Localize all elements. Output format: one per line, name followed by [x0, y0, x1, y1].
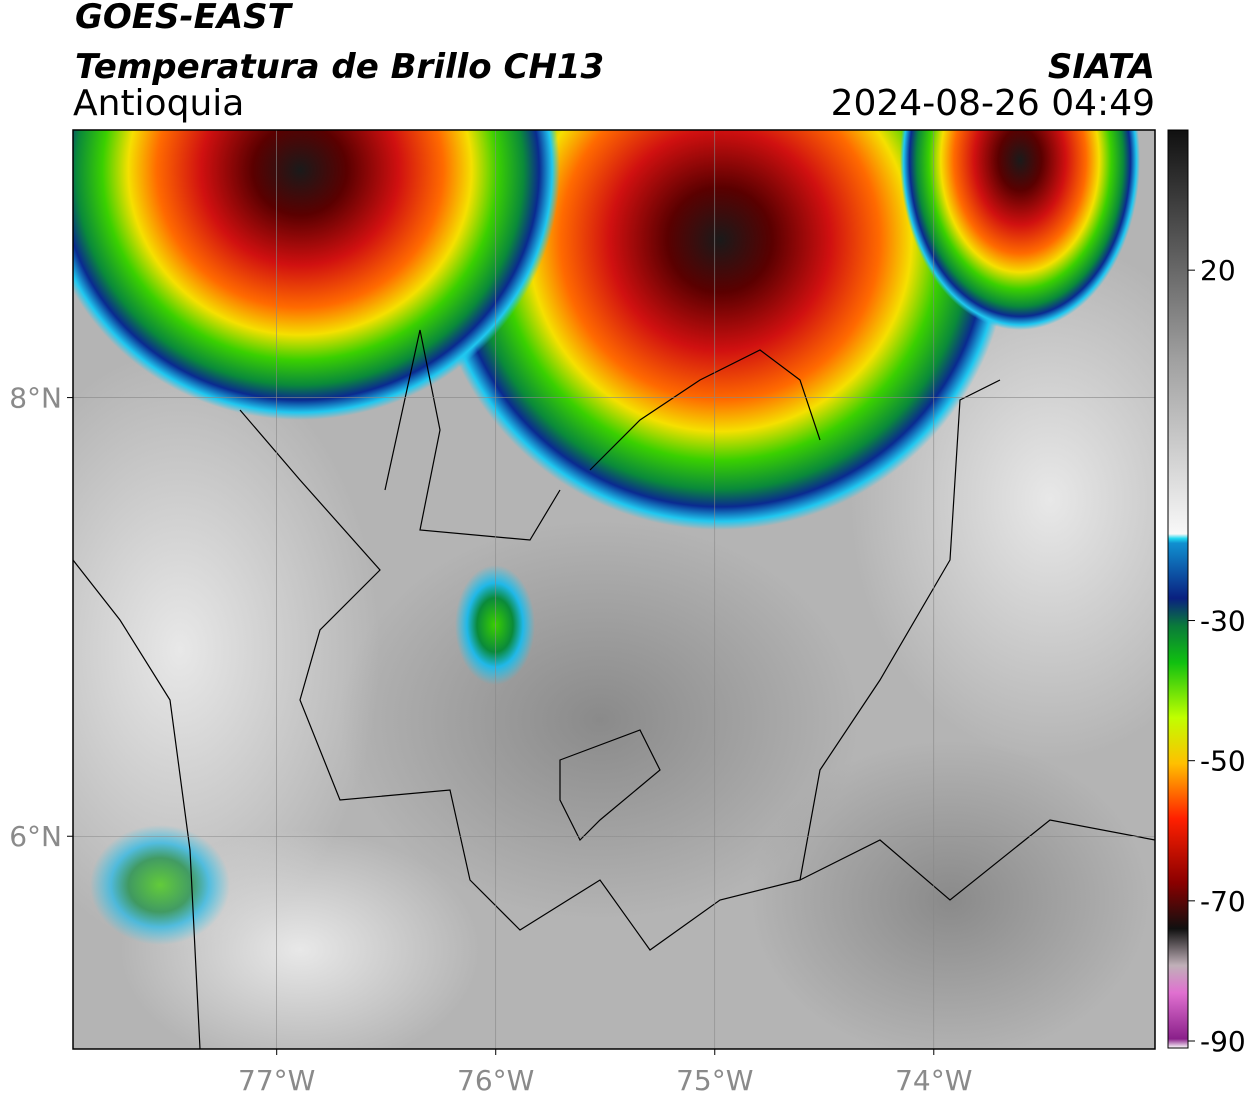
colorbar-tick-label: -70 [1200, 885, 1246, 918]
colorbar-tick-label: -90 [1200, 1025, 1246, 1058]
region-label: Antioquia [73, 83, 244, 124]
map-frame [72, 129, 1156, 1050]
storm-cell [900, 130, 1140, 330]
colorbar-tick-label: 20 [1200, 254, 1236, 287]
cloud-cell [455, 565, 535, 685]
satellite-title: GOES-EAST [75, 0, 294, 37]
colorbar [1167, 129, 1189, 1049]
storm-cell [430, 130, 1010, 530]
x-tick-label: 74°W [895, 1064, 972, 1097]
x-tick-label: 76°W [457, 1064, 534, 1097]
timestamp: 2024-08-26 04:49 [831, 83, 1155, 124]
y-tick-label: 8°N [9, 382, 62, 415]
satellite-image [73, 130, 1155, 1049]
graticule [73, 130, 1155, 1049]
product-title: Temperatura de Brillo CH13 [75, 47, 604, 87]
colorbar-tick-label: -30 [1200, 605, 1246, 638]
source-label: SIATA [1048, 47, 1155, 87]
storm-cell [73, 130, 560, 420]
borders [73, 329, 1155, 1049]
x-tick-label: 75°W [676, 1064, 753, 1097]
x-tick-label: 77°W [238, 1064, 315, 1097]
colorbar-tick-label: -50 [1200, 745, 1246, 778]
cloud-cell [90, 825, 230, 945]
y-tick-label: 6°N [9, 820, 62, 853]
